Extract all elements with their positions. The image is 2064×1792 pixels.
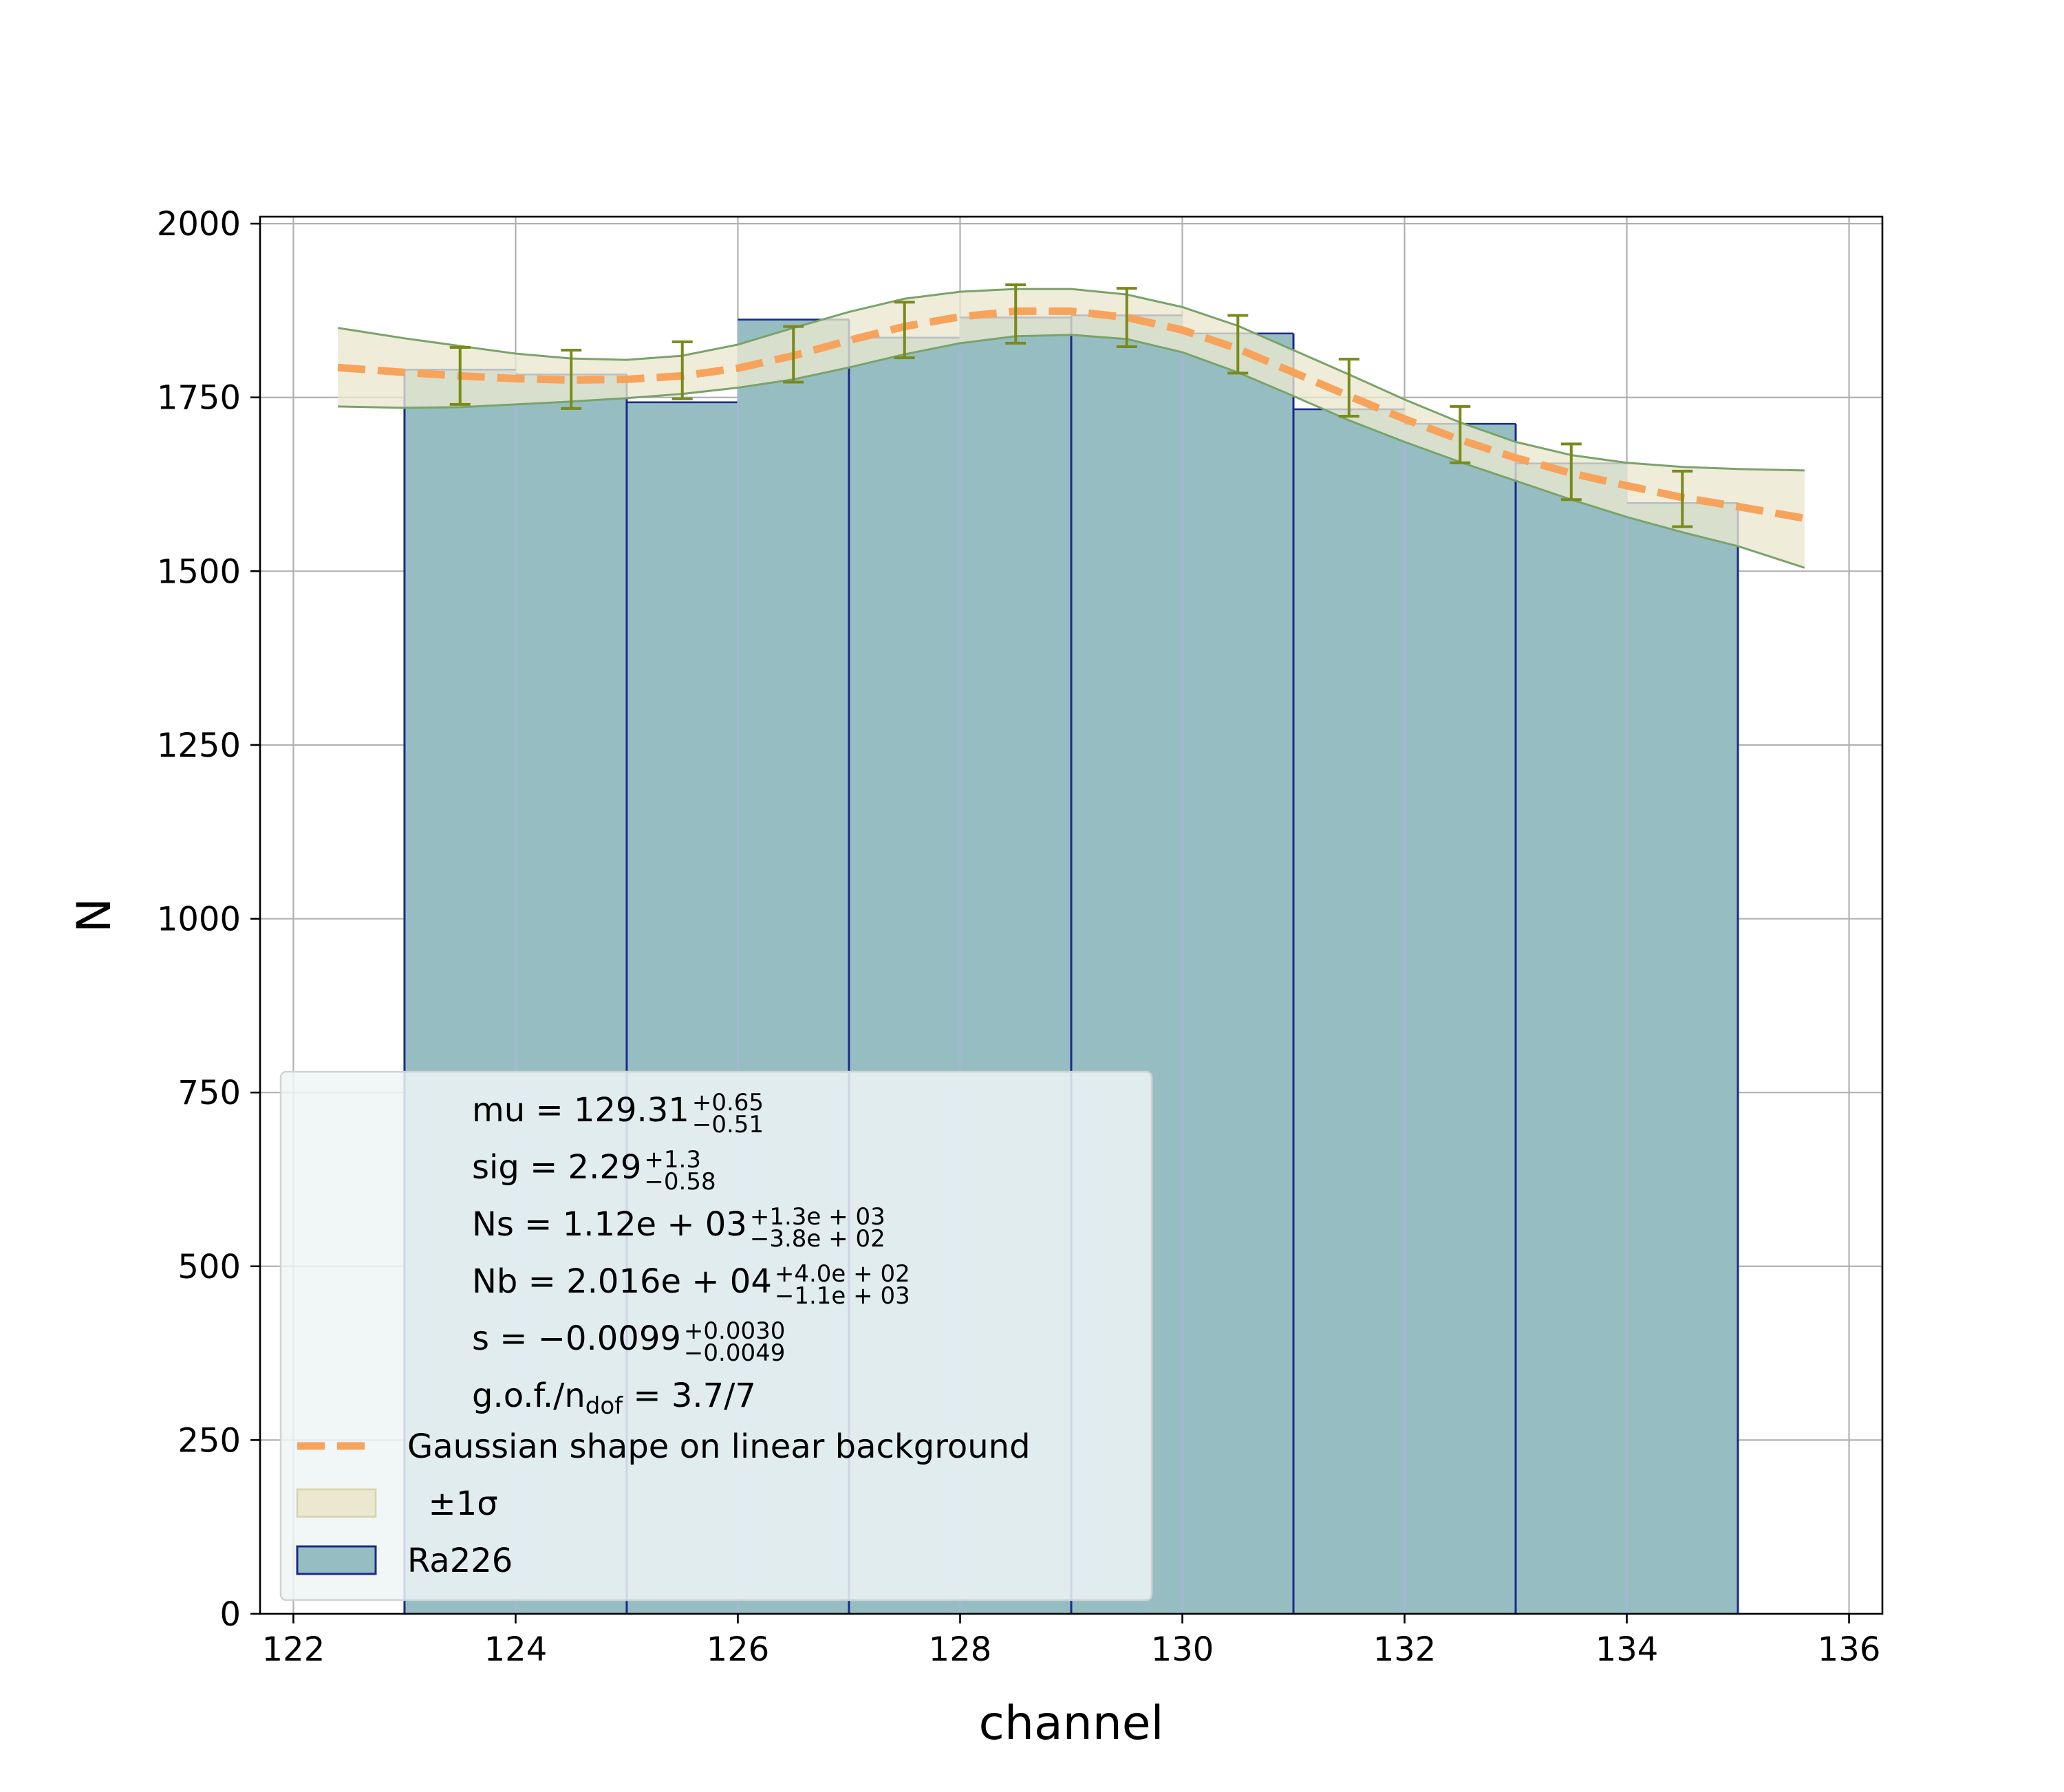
fit-parameter-annotation: sig = 2.29 [472, 1148, 641, 1187]
band-fill [338, 289, 1805, 568]
fit-parameter-annotation: Nb = 2.016e + 04 [472, 1262, 772, 1301]
x-axis-ticks: 122 124 126 128 130 132 134 136 [262, 1614, 1881, 1669]
error-bar [783, 325, 804, 384]
annotation-superscript: +1.3 [644, 1146, 701, 1174]
annotation-superscript: +0.65 [692, 1089, 764, 1116]
annotation-subscript: −1.1e + 03 [775, 1282, 910, 1310]
annotation-superscript: +4.0e + 02 [775, 1260, 910, 1288]
legend-entry: Ra226 [296, 1542, 513, 1580]
error-bar [1338, 358, 1359, 418]
histogram-bar [1404, 424, 1516, 1614]
y-tick-label: 0 [219, 1595, 241, 1634]
fit-parameter-annotation: Ns = 1.12e + 03 [472, 1205, 747, 1244]
x-tick-label: 134 [1595, 1630, 1659, 1669]
y-axis-label: N [67, 898, 122, 933]
y-tick-label: 750 [178, 1074, 241, 1112]
x-tick-label: 128 [929, 1630, 992, 1669]
legend-label: Ra226 [407, 1542, 513, 1580]
legend-label: ±1σ [407, 1485, 498, 1523]
legend-box [279, 1070, 1153, 1601]
annotation-subscript: −0.58 [644, 1168, 716, 1196]
error-bar [449, 345, 471, 406]
error-bar [1560, 442, 1582, 501]
uncertainty-band [337, 288, 1805, 569]
legend: mu = 129.31 +0.65−0.51 sig = 2.29 +1.3−0.58… [279, 1070, 1153, 1601]
legend-hist-swatch [296, 1545, 377, 1575]
histogram-bar [1293, 409, 1405, 1614]
error-bar [1672, 469, 1693, 528]
y-tick-label: 1750 [157, 379, 241, 418]
y-tick-label: 250 [178, 1421, 241, 1460]
histogram-bar [1182, 333, 1294, 1614]
x-tick-label: 126 [707, 1630, 770, 1669]
annotation-subscript: −3.8e + 02 [750, 1225, 885, 1253]
x-tick-label: 124 [484, 1630, 548, 1669]
legend-label: Gaussian shape on linear background [407, 1427, 1031, 1466]
histogram-bar [1516, 463, 1627, 1614]
x-tick-label: 132 [1373, 1630, 1437, 1669]
y-tick-label: 1250 [157, 726, 241, 765]
y-tick-label: 2000 [157, 205, 241, 244]
annotation-subscript: −0.51 [692, 1111, 764, 1138]
annotation-superscript: +0.0030 [684, 1317, 785, 1345]
error-bar [1227, 314, 1249, 375]
histogram-bar [1626, 503, 1739, 1615]
x-axis-label: channel [978, 1696, 1163, 1751]
y-tick-label: 500 [178, 1248, 241, 1286]
fit-parameter-annotation: mu = 129.31 [472, 1091, 689, 1130]
fit-parameter-annotation: g.o.f./ndof = 3.7/7 [472, 1377, 756, 1420]
x-tick-label: 136 [1818, 1630, 1881, 1669]
error-bar [1450, 404, 1471, 464]
y-tick-label: 1000 [157, 900, 241, 939]
fit-curve [337, 307, 1805, 522]
band-upper-edge [337, 288, 1805, 472]
fit-curve-line [337, 307, 1805, 522]
error-bar [1005, 283, 1026, 345]
error-bar [561, 349, 582, 410]
annotation-subscript: −0.0049 [684, 1339, 785, 1367]
axes-frame [259, 215, 1884, 1615]
annotation-superscript: +1.3e + 03 [750, 1203, 885, 1231]
legend-entry: Gaussian shape on linear background [297, 1427, 1031, 1466]
y-axis-ticks: 0 250 500 750 1000 1250 1500 1750 2000 [157, 205, 260, 1634]
y-tick-label: 1500 [157, 552, 241, 591]
band-lower-edge [338, 334, 1805, 569]
x-tick-label: 130 [1151, 1630, 1214, 1669]
error-bars [449, 283, 1693, 528]
fit-parameter-annotation: s = −0.0099 [472, 1319, 681, 1358]
x-tick-label: 122 [262, 1630, 325, 1669]
legend-band-swatch [296, 1488, 377, 1518]
error-bar [671, 340, 693, 400]
legend-entry: ±1σ [296, 1485, 498, 1523]
error-bar [1116, 287, 1137, 348]
error-bar [894, 301, 915, 360]
